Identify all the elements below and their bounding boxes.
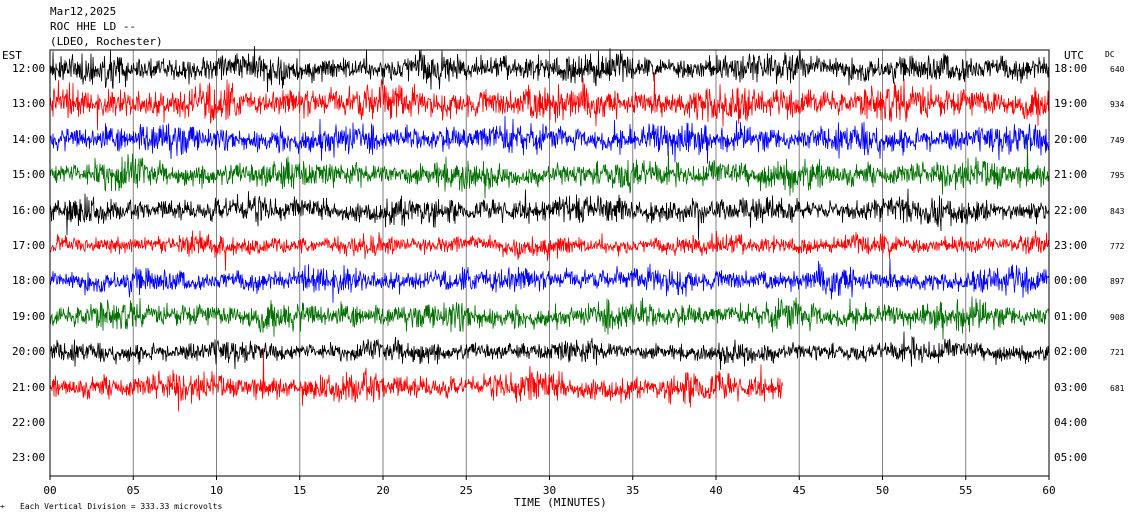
x-tick-labels: 00 05 10 15 20 25 30 35 40 45 50 55 60 xyxy=(43,484,1055,497)
x-tick-label-50: 50 xyxy=(876,484,889,497)
est-hour-label: 19:00 xyxy=(12,309,46,323)
trace-1500 xyxy=(49,137,1050,199)
x-tick-label-15: 15 xyxy=(293,484,306,497)
x-tick-label-05: 05 xyxy=(127,484,140,497)
est-hour-label: 16:00 xyxy=(12,203,46,217)
trace-1600 xyxy=(49,188,1050,240)
trace-2100 xyxy=(49,349,783,412)
utc-hour-label: 23:00 xyxy=(1054,239,1088,252)
trace-1400 xyxy=(49,115,1050,164)
utc-hour-label: 20:00 xyxy=(1054,132,1088,146)
est-hour-label: 17:00 xyxy=(12,239,46,252)
est-hour-label: 20:00 xyxy=(12,345,46,359)
x-tick-label-45: 45 xyxy=(793,484,806,497)
trace-1900 xyxy=(49,296,1050,340)
dc-offset-label: 721 xyxy=(1110,348,1125,358)
est-hour-label: 15:00 xyxy=(12,168,46,182)
utc-hour-label: 03:00 xyxy=(1054,380,1088,394)
est-hour-label: 14:00 xyxy=(12,132,46,146)
x-tick-label-30: 30 xyxy=(543,484,556,497)
dc-offset-label: 795 xyxy=(1110,171,1125,181)
dc-offset-label: 749 xyxy=(1110,135,1125,145)
utc-hour-label: 00:00 xyxy=(1054,274,1088,288)
dc-offset-label: 681 xyxy=(1110,383,1125,393)
x-tick-label-25: 25 xyxy=(460,484,473,497)
x-tick-label-20: 20 xyxy=(376,484,389,497)
utc-hour-label: 21:00 xyxy=(1054,168,1088,182)
utc-hour-label: 19:00 xyxy=(1054,97,1088,111)
header-date: Mar12,2025 xyxy=(50,5,117,18)
utc-hour-label: 22:00 xyxy=(1054,203,1088,217)
est-hour-label: 23:00 xyxy=(12,451,46,465)
x-tick-label-55: 55 xyxy=(959,484,972,497)
header-network: (LDEO, Rochester) xyxy=(50,35,163,48)
utc-hour-label: 05:00 xyxy=(1054,451,1088,465)
utc-hour-label: 01:00 xyxy=(1054,309,1088,323)
trace-1700 xyxy=(49,230,1050,271)
est-hour-label: 18:00 xyxy=(12,274,46,288)
x-tick-label-60: 60 xyxy=(1042,484,1055,497)
trace-1200 xyxy=(49,45,1050,93)
x-tick-label-35: 35 xyxy=(626,484,639,497)
x-tick-label-40: 40 xyxy=(709,484,722,497)
x-axis-title: TIME (MINUTES) xyxy=(514,496,607,509)
right-axis-title: UTC xyxy=(1064,49,1084,62)
dc-offset-label: 908 xyxy=(1110,312,1125,322)
dc-offset-label: 772 xyxy=(1110,242,1125,251)
trace-1800 xyxy=(49,258,1049,303)
dc-offset-label: 640 xyxy=(1110,65,1125,74)
dc-offset-label: 843 xyxy=(1110,206,1125,216)
dc-column-title: DC xyxy=(1105,50,1115,59)
utc-hour-label: 18:00 xyxy=(1054,62,1088,75)
dc-offset-label: 934 xyxy=(1110,100,1125,110)
seismic-traces xyxy=(49,45,1050,412)
est-hour-label: 13:00 xyxy=(12,97,46,111)
scale-icon: ≁ xyxy=(0,502,5,511)
left-axis-title: EST xyxy=(2,49,22,62)
dc-offset-label: 897 xyxy=(1110,277,1125,287)
est-hour-label: 22:00 xyxy=(12,416,46,429)
trace-2000 xyxy=(49,331,1050,370)
trace-1300 xyxy=(49,72,1050,131)
plot-frame xyxy=(49,49,1050,480)
scale-note: Each Vertical Division = 333.33 microvol… xyxy=(20,502,223,511)
header-station: ROC HHE LD -- xyxy=(50,20,137,33)
est-hour-label: 21:00 xyxy=(12,380,46,394)
est-hour-label: 12:00 xyxy=(12,62,46,75)
x-tick-label-00: 00 xyxy=(43,484,56,497)
x-tick-label-10: 10 xyxy=(210,484,223,497)
utc-hour-label: 04:00 xyxy=(1054,416,1088,429)
utc-hour-label: 02:00 xyxy=(1054,345,1088,359)
